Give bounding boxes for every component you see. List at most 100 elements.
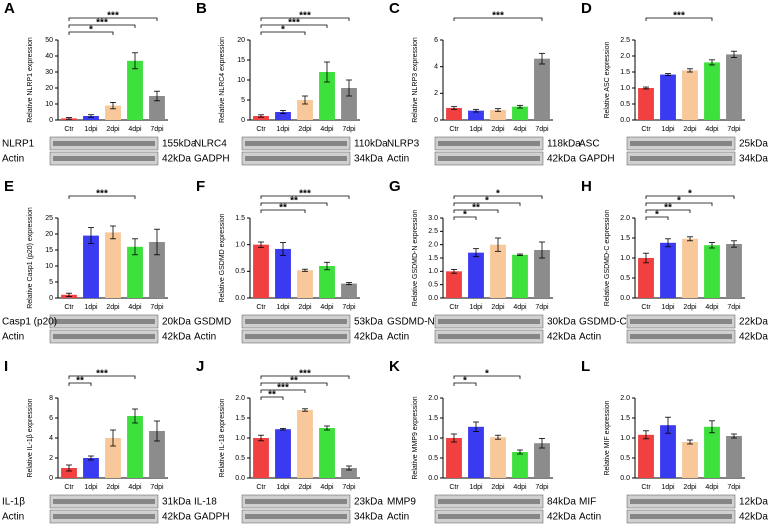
error-bar (539, 437, 545, 449)
blot-size: 118kDa (547, 139, 581, 150)
bar (512, 254, 528, 298)
error-bar (643, 86, 649, 90)
error-bar (731, 240, 737, 248)
significance-label: *** (96, 189, 108, 200)
error-bar (709, 420, 715, 434)
x-tick-label: 1dpi (84, 304, 98, 311)
bar (275, 112, 291, 120)
panel-letter: C (389, 0, 400, 17)
bar (660, 242, 676, 298)
x-tick-label: 4dpi (128, 484, 142, 491)
blot-band (630, 141, 732, 146)
error-bar (451, 106, 457, 110)
y-tick-label: 4 (49, 435, 53, 442)
significance-label: *** (299, 189, 311, 200)
blot-band (53, 499, 155, 504)
significance-bracket (453, 216, 477, 220)
significance-label: ** (268, 390, 276, 401)
y-tick-label: 2.0 (428, 242, 438, 249)
bar (341, 468, 357, 478)
significance-label: * (677, 196, 681, 207)
bar (638, 88, 654, 120)
significance-bracket (260, 17, 350, 21)
significance-bracket (645, 17, 713, 21)
significance-bracket (260, 209, 306, 213)
significance-bracket (68, 375, 136, 379)
x-tick-label: 2dpi (106, 126, 120, 133)
blot-size: 42kDa (162, 512, 191, 523)
x-tick-label: Ctr (64, 304, 74, 311)
significance-bracket (260, 202, 328, 206)
x-tick-label: 1dpi (276, 304, 290, 311)
blot-size: 42kDa (162, 154, 191, 165)
significance-label: *** (96, 18, 108, 29)
bar (253, 438, 269, 478)
x-tick-label: 2dpi (298, 126, 312, 133)
error-bar (495, 108, 501, 112)
significance-label: * (281, 25, 285, 36)
y-tick-label: 2.0 (620, 53, 630, 60)
bar (512, 106, 528, 120)
error-bar (302, 95, 308, 105)
bar (127, 60, 143, 120)
significance-bracket (453, 209, 499, 213)
x-tick-label: 7dpi (535, 484, 549, 491)
significance-label: * (89, 25, 93, 36)
y-tick-label: 25 (45, 215, 53, 222)
blot-label: MMP9 (387, 497, 416, 508)
blot-label: Actin (194, 332, 216, 343)
bar (341, 283, 357, 298)
x-tick-label: 7dpi (150, 484, 164, 491)
error-bar (66, 117, 72, 120)
x-tick-label: 7dpi (150, 304, 164, 311)
y-axis-label: Relative NLRP3 expression (412, 37, 419, 123)
bar (446, 438, 462, 478)
y-tick-label: 1.5 (620, 235, 630, 242)
error-bar (539, 241, 545, 259)
y-tick-label: 0.5 (620, 455, 630, 462)
y-tick-label: 4 (434, 64, 438, 71)
y-axis-label: Relative GSDMD-C expression (604, 210, 611, 307)
blot-label: GSDMD (194, 317, 231, 328)
blot-band (245, 334, 347, 339)
significance-label: * (688, 189, 692, 200)
y-tick-label: 6 (434, 37, 438, 44)
significance-bracket (645, 202, 713, 206)
blot-label: Casp1 (p20) (2, 317, 57, 328)
error-bar (517, 253, 523, 257)
blot-size: 42kDa (354, 332, 383, 343)
blot-size: 42kDa (547, 512, 576, 523)
x-tick-label: Ctr (641, 484, 651, 491)
blot-band (438, 514, 540, 519)
significance-label: *** (492, 11, 504, 22)
blot-label: Actin (579, 332, 601, 343)
y-tick-label: 10 (45, 263, 53, 270)
error-bar (346, 79, 352, 97)
y-tick-label: 10 (237, 77, 245, 84)
y-tick-label: 40 (45, 53, 53, 60)
blot-band (438, 141, 540, 146)
y-tick-label: 20 (45, 85, 53, 92)
error-bar (110, 102, 116, 110)
x-tick-label: 1dpi (469, 304, 483, 311)
y-axis-label: Relative IL-1β expression (27, 398, 34, 477)
blot-band (53, 156, 155, 161)
bar (468, 110, 484, 120)
bar (149, 242, 165, 298)
blot-label: GSDMD-N (387, 317, 435, 328)
blot-label: GADPH (194, 512, 230, 523)
x-tick-label: 4dpi (320, 126, 334, 133)
blot-size: 31kDa (162, 497, 191, 508)
significance-bracket (260, 396, 284, 400)
x-tick-label: 1dpi (276, 126, 290, 133)
error-bar (539, 52, 545, 65)
panel-letter: G (389, 178, 401, 195)
significance-label: *** (299, 11, 311, 22)
significance-bracket (453, 382, 477, 386)
blot-size: 155kDa (162, 139, 197, 150)
panel-letter: F (196, 178, 205, 195)
bar (319, 266, 335, 298)
bar (127, 416, 143, 478)
error-bar (346, 282, 352, 286)
panel-letter: H (581, 178, 592, 195)
